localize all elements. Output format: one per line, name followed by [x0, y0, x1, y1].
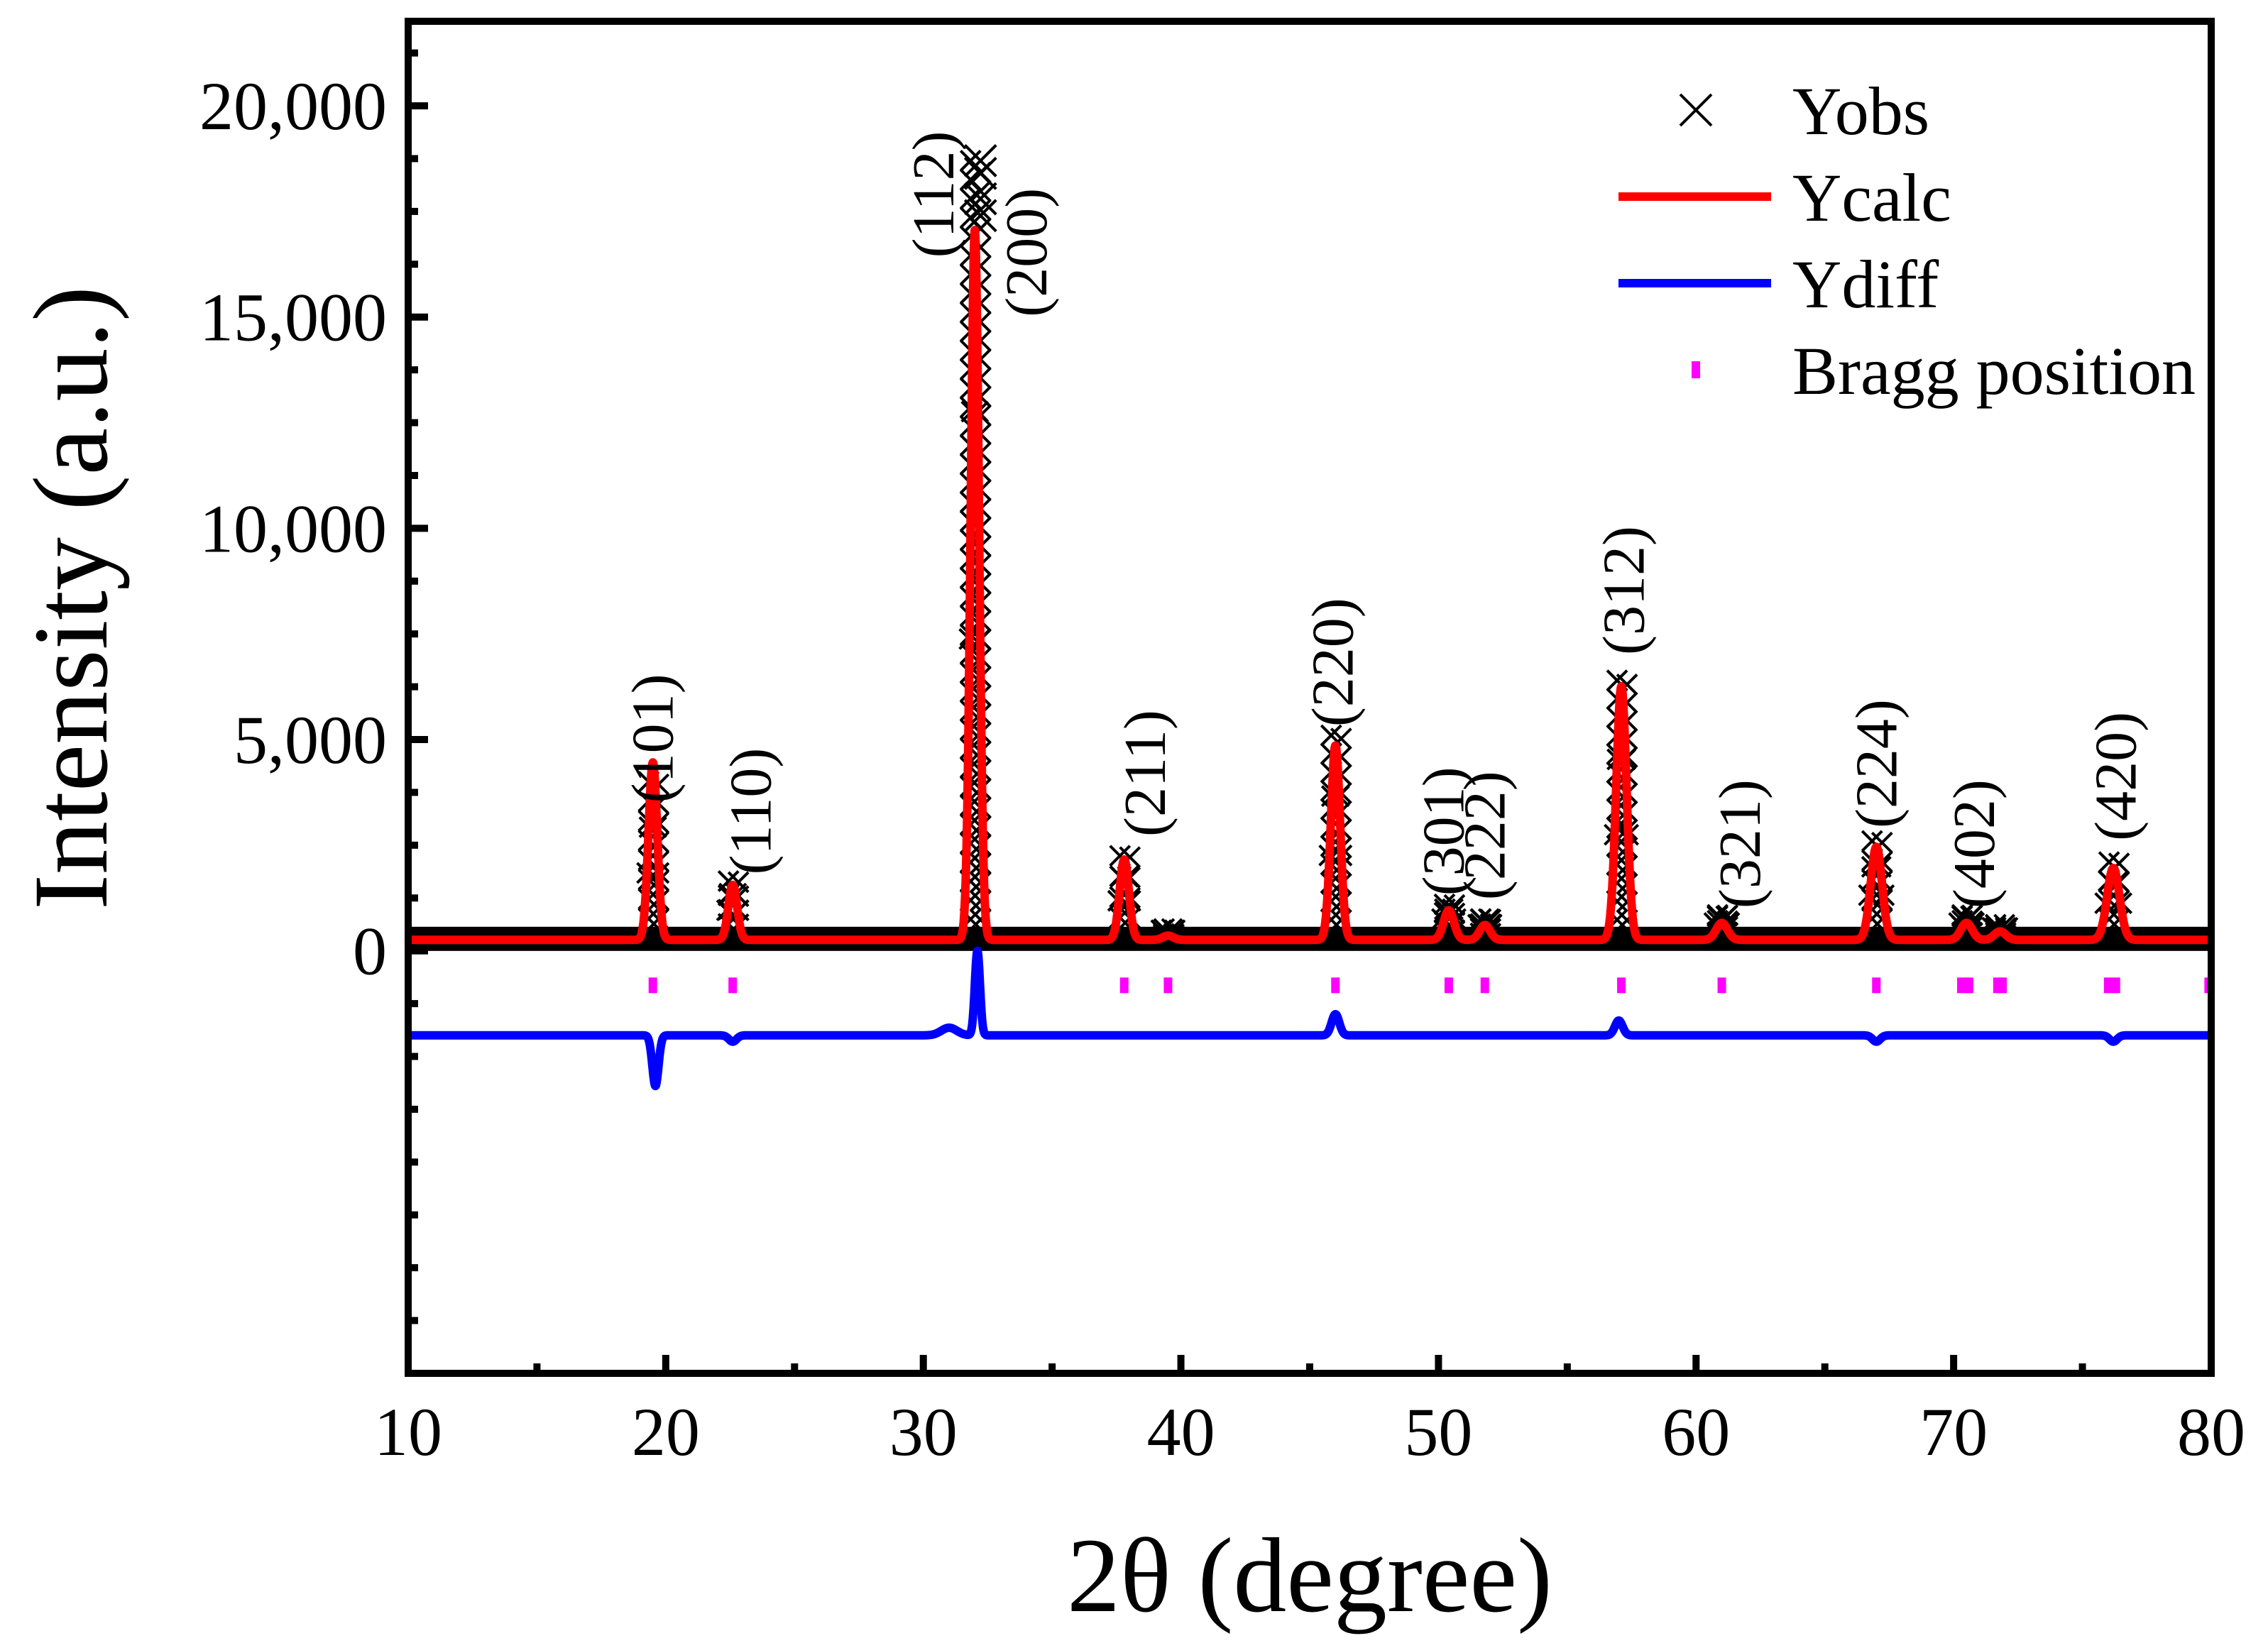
bragg-tick [1163, 977, 1173, 994]
yobs-point [969, 180, 992, 202]
bragg-tick [1872, 977, 1881, 994]
ydiff-line [404, 946, 2215, 1091]
bragg-tick [1480, 977, 1489, 994]
peak-label: (110) [718, 748, 784, 875]
x-tick-label: 40 [1147, 1394, 1215, 1470]
peak-label: (321) [1707, 779, 1773, 908]
y-tick-label: 20,000 [199, 68, 387, 144]
bragg-tick [2111, 977, 2120, 994]
legend-label: Ycalc [1792, 160, 1951, 236]
yobs-peak-point [963, 156, 997, 190]
legend-label: Ydiff [1792, 246, 1939, 322]
legend: Yobs Ycalc Ydiff Bragg position [1618, 73, 2196, 409]
bragg-tick [1717, 977, 1726, 994]
peak-label: (112) [901, 131, 967, 258]
ycalc-line [404, 226, 2215, 945]
bragg-tick [1331, 977, 1340, 994]
x-tick-label: 70 [1919, 1394, 1988, 1470]
legend-label: Yobs [1792, 73, 1929, 149]
peak-label: (312) [1592, 526, 1658, 655]
x-tick-label: 50 [1404, 1394, 1472, 1470]
axes: 10 20 30 40 50 60 70 80 0 5,000 10,000 15,000 20,000 [199, 49, 2245, 1470]
bragg-tick [1444, 977, 1453, 994]
peak-label: (200) [994, 188, 1060, 317]
yobs-point [1480, 913, 1503, 936]
legend-symbol-x-marker [1679, 93, 1713, 127]
x-tick-label: 60 [1662, 1394, 1730, 1470]
bragg-tick [648, 977, 657, 994]
legend-x-marker [1679, 93, 1713, 127]
peak-labels: (101) (110) (112) (200) (211) (220) (301)(222)… [620, 131, 2149, 909]
x-tick-label: 80 [2177, 1394, 2245, 1470]
x-tick-label: 20 [632, 1394, 700, 1470]
bragg-positions [648, 977, 2213, 994]
plot-area [404, 144, 2215, 1091]
x-axis-title: 2θ (degree) [1067, 1517, 1552, 1635]
yobs-point [969, 199, 992, 221]
legend-label: Bragg position [1792, 333, 2196, 409]
y-tick-label: 15,000 [199, 280, 387, 356]
peak-label: (222) [1452, 771, 1518, 900]
y-tick-label: 5,000 [234, 702, 387, 778]
x-tick-label: 10 [374, 1394, 442, 1470]
peak-label: (301) [1411, 767, 1477, 896]
yobs-peak-point [963, 144, 997, 177]
bragg-tick [1957, 977, 1966, 994]
bragg-tick [1998, 977, 2007, 994]
y-tick-label: 0 [353, 913, 387, 989]
legend-symbol-magenta-tick [1692, 361, 1700, 378]
bragg-tick [2103, 977, 2113, 994]
yobs-series [408, 144, 2211, 951]
peak-label: (211) [1112, 710, 1178, 837]
legend-magenta-tick [1692, 361, 1700, 378]
peak-label: (220) [1300, 598, 1366, 727]
bragg-tick [1964, 977, 1973, 994]
x-tick-label: 30 [889, 1394, 958, 1470]
peak-label: (420) [2083, 712, 2149, 841]
yobs-peak-point [963, 182, 997, 216]
peak-label: (224) [1844, 699, 1910, 828]
bragg-tick [1119, 977, 1129, 994]
y-axis-title: Intensity (a.u.) [12, 286, 130, 910]
peak-label: (402) [1941, 779, 2007, 908]
yobs-peak-point [963, 199, 997, 233]
bragg-tick [728, 977, 738, 994]
bragg-tick [1617, 977, 1626, 994]
y-tick-label: 10,000 [199, 490, 387, 566]
peak-label: (101) [620, 674, 686, 803]
